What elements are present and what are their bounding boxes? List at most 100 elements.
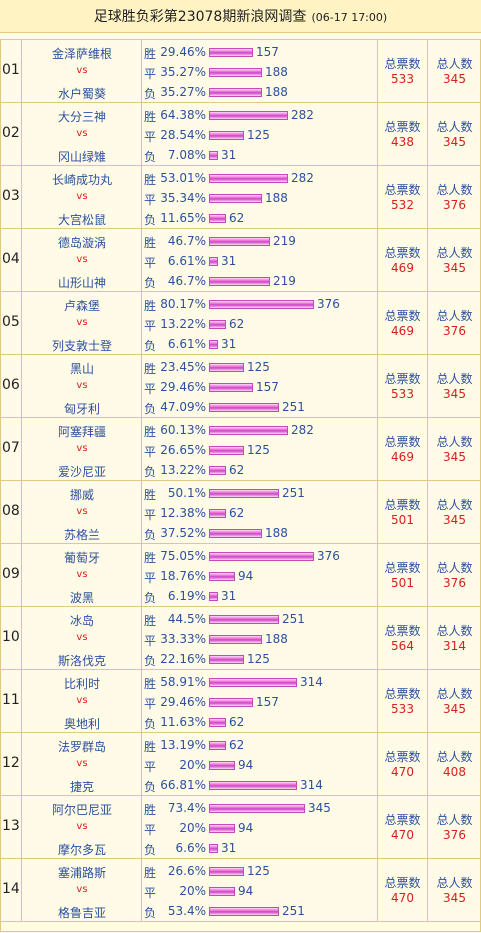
- loss-percentage: 11.65%: [160, 211, 206, 225]
- survey-header: 足球胜负彩第23078期新浪网调查 (06-17 17:00): [0, 0, 481, 33]
- away-team-link[interactable]: 波黑: [69, 591, 94, 605]
- home-team-link[interactable]: 长崎成功丸: [51, 173, 112, 187]
- vote-bars-cell: 胜 58.91% 314 平 29.46% 157 负 11.63% 62: [142, 670, 378, 732]
- draw-vote-bar: [209, 131, 244, 140]
- away-team-link[interactable]: 苏格兰: [63, 528, 100, 542]
- home-team-link[interactable]: 葡萄牙: [63, 551, 100, 565]
- total-people-cell: 总人数 376: [428, 544, 481, 606]
- draw-vote-line: 平 29.46% 157: [144, 694, 376, 711]
- total-votes-value: 470: [391, 765, 414, 779]
- win-vote-line: 胜 46.7% 219: [144, 233, 376, 250]
- loss-percentage: 37.52%: [160, 526, 206, 540]
- win-percentage: 13.19%: [160, 738, 206, 752]
- total-votes-cell: 总票数 533: [378, 40, 428, 102]
- draw-vote-count: 157: [256, 695, 279, 709]
- total-votes-value: 501: [391, 576, 414, 590]
- away-team-link[interactable]: 斯洛伐克: [57, 654, 106, 668]
- win-vote-bar: [209, 867, 244, 876]
- away-team-link[interactable]: 水户蜀葵: [57, 87, 106, 101]
- home-team-link[interactable]: 法罗群岛: [57, 740, 106, 754]
- away-team-link[interactable]: 捷克: [69, 780, 94, 794]
- total-votes-value: 532: [391, 198, 414, 212]
- away-team-link[interactable]: 格鲁吉亚: [57, 906, 106, 920]
- home-team-link[interactable]: 卢森堡: [63, 299, 100, 313]
- home-team-link[interactable]: 冰岛: [69, 614, 94, 628]
- home-team-link[interactable]: 德岛漩涡: [57, 236, 106, 250]
- home-team-link[interactable]: 阿塞拜疆: [57, 425, 106, 439]
- away-team-link[interactable]: 奥地利: [63, 717, 100, 731]
- win-vote-count: 251: [282, 612, 305, 626]
- loss-vote-bar: [209, 88, 262, 97]
- total-votes-value: 438: [391, 135, 414, 149]
- total-people-cell: 总人数 408: [428, 733, 481, 795]
- loss-label: 负: [144, 402, 157, 416]
- win-label: 胜: [144, 47, 157, 61]
- draw-vote-line: 平 6.61% 31: [144, 253, 376, 270]
- win-vote-bar: [209, 300, 314, 309]
- match-number: 01: [2, 62, 20, 78]
- away-team-link[interactable]: 山形山神: [57, 276, 106, 290]
- win-label: 胜: [144, 173, 157, 187]
- total-people-value: 376: [443, 198, 466, 212]
- teams-cell: 挪威 vs 苏格兰: [22, 481, 142, 543]
- total-people-value: 345: [443, 891, 466, 905]
- loss-vote-bar: [209, 529, 262, 538]
- vote-bars-cell: 胜 60.13% 282 平 26.65% 125 负 13.22% 62: [142, 418, 378, 480]
- draw-vote-line: 平 18.76% 94: [144, 568, 376, 585]
- total-people-label: 总人数: [436, 876, 473, 890]
- loss-percentage: 11.63%: [160, 715, 206, 729]
- vote-bars-cell: 胜 26.6% 125 平 20% 94 负 53.4% 251: [142, 859, 378, 921]
- draw-percentage: 6.61%: [167, 254, 206, 268]
- win-vote-count: 314: [300, 675, 323, 689]
- total-votes-cell: 总票数 533: [378, 355, 428, 417]
- draw-vote-bar: [209, 320, 226, 329]
- vote-bars-cell: 胜 64.38% 282 平 28.54% 125 负 7.08% 31: [142, 103, 378, 165]
- loss-vote-bar: [209, 781, 297, 790]
- teams-cell: 阿尔巴尼亚 vs 摩尔多瓦: [22, 796, 142, 858]
- home-team-link[interactable]: 挪威: [69, 488, 94, 502]
- loss-label: 负: [144, 591, 157, 605]
- win-label: 胜: [144, 236, 157, 250]
- home-team-link[interactable]: 金泽萨维根: [51, 47, 112, 61]
- win-percentage: 80.17%: [160, 297, 206, 311]
- home-team-link[interactable]: 大分三神: [57, 110, 106, 124]
- total-votes-cell: 总票数 532: [378, 166, 428, 228]
- home-team-link[interactable]: 塞浦路斯: [57, 866, 106, 880]
- match-row: 06 黑山 vs 匈牙利 胜 23.45% 125 平 29.46% 157 负 47.09% 251 总…: [0, 355, 481, 418]
- total-people-value: 345: [443, 450, 466, 464]
- away-team-link[interactable]: 列支敦士登: [51, 339, 112, 353]
- vote-bars-cell: 胜 46.7% 219 平 6.61% 31 负 46.7% 219: [142, 229, 378, 291]
- loss-vote-count: 31: [221, 148, 237, 162]
- win-label: 胜: [144, 488, 157, 502]
- home-team-link[interactable]: 阿尔巴尼亚: [51, 803, 112, 817]
- vs-label: vs: [76, 380, 88, 391]
- win-vote-line: 胜 60.13% 282: [144, 422, 376, 439]
- total-votes-cell: 总票数 469: [378, 418, 428, 480]
- teams-cell: 阿塞拜疆 vs 爱沙尼亚: [22, 418, 142, 480]
- vs-label: vs: [76, 569, 88, 580]
- total-people-label: 总人数: [436, 246, 473, 260]
- home-team-link[interactable]: 比利时: [63, 677, 100, 691]
- away-team-link[interactable]: 冈山绿雉: [57, 150, 106, 164]
- total-people-label: 总人数: [436, 687, 473, 701]
- survey-title: 足球胜负彩第23078期新浪网调查: [93, 9, 307, 25]
- win-vote-bar: [209, 804, 305, 813]
- draw-label: 平: [144, 67, 157, 81]
- vs-label: vs: [76, 884, 88, 895]
- win-vote-bar: [209, 363, 244, 372]
- home-team-link[interactable]: 黑山: [69, 362, 94, 376]
- loss-percentage: 53.4%: [167, 904, 206, 918]
- win-vote-line: 胜 75.05% 376: [144, 548, 376, 565]
- away-team-link[interactable]: 大宫松鼠: [57, 213, 106, 227]
- draw-vote-line: 平 35.34% 188: [144, 190, 376, 207]
- loss-vote-bar: [209, 466, 226, 475]
- total-people-label: 总人数: [436, 120, 473, 134]
- win-percentage: 29.46%: [160, 45, 206, 59]
- away-team-link[interactable]: 爱沙尼亚: [57, 465, 106, 479]
- draw-percentage: 13.22%: [160, 317, 206, 331]
- loss-vote-count: 62: [229, 715, 245, 729]
- away-team-link[interactable]: 匈牙利: [63, 402, 100, 416]
- draw-percentage: 29.46%: [160, 380, 206, 394]
- away-team-link[interactable]: 摩尔多瓦: [57, 843, 106, 857]
- draw-percentage: 35.27%: [160, 65, 206, 79]
